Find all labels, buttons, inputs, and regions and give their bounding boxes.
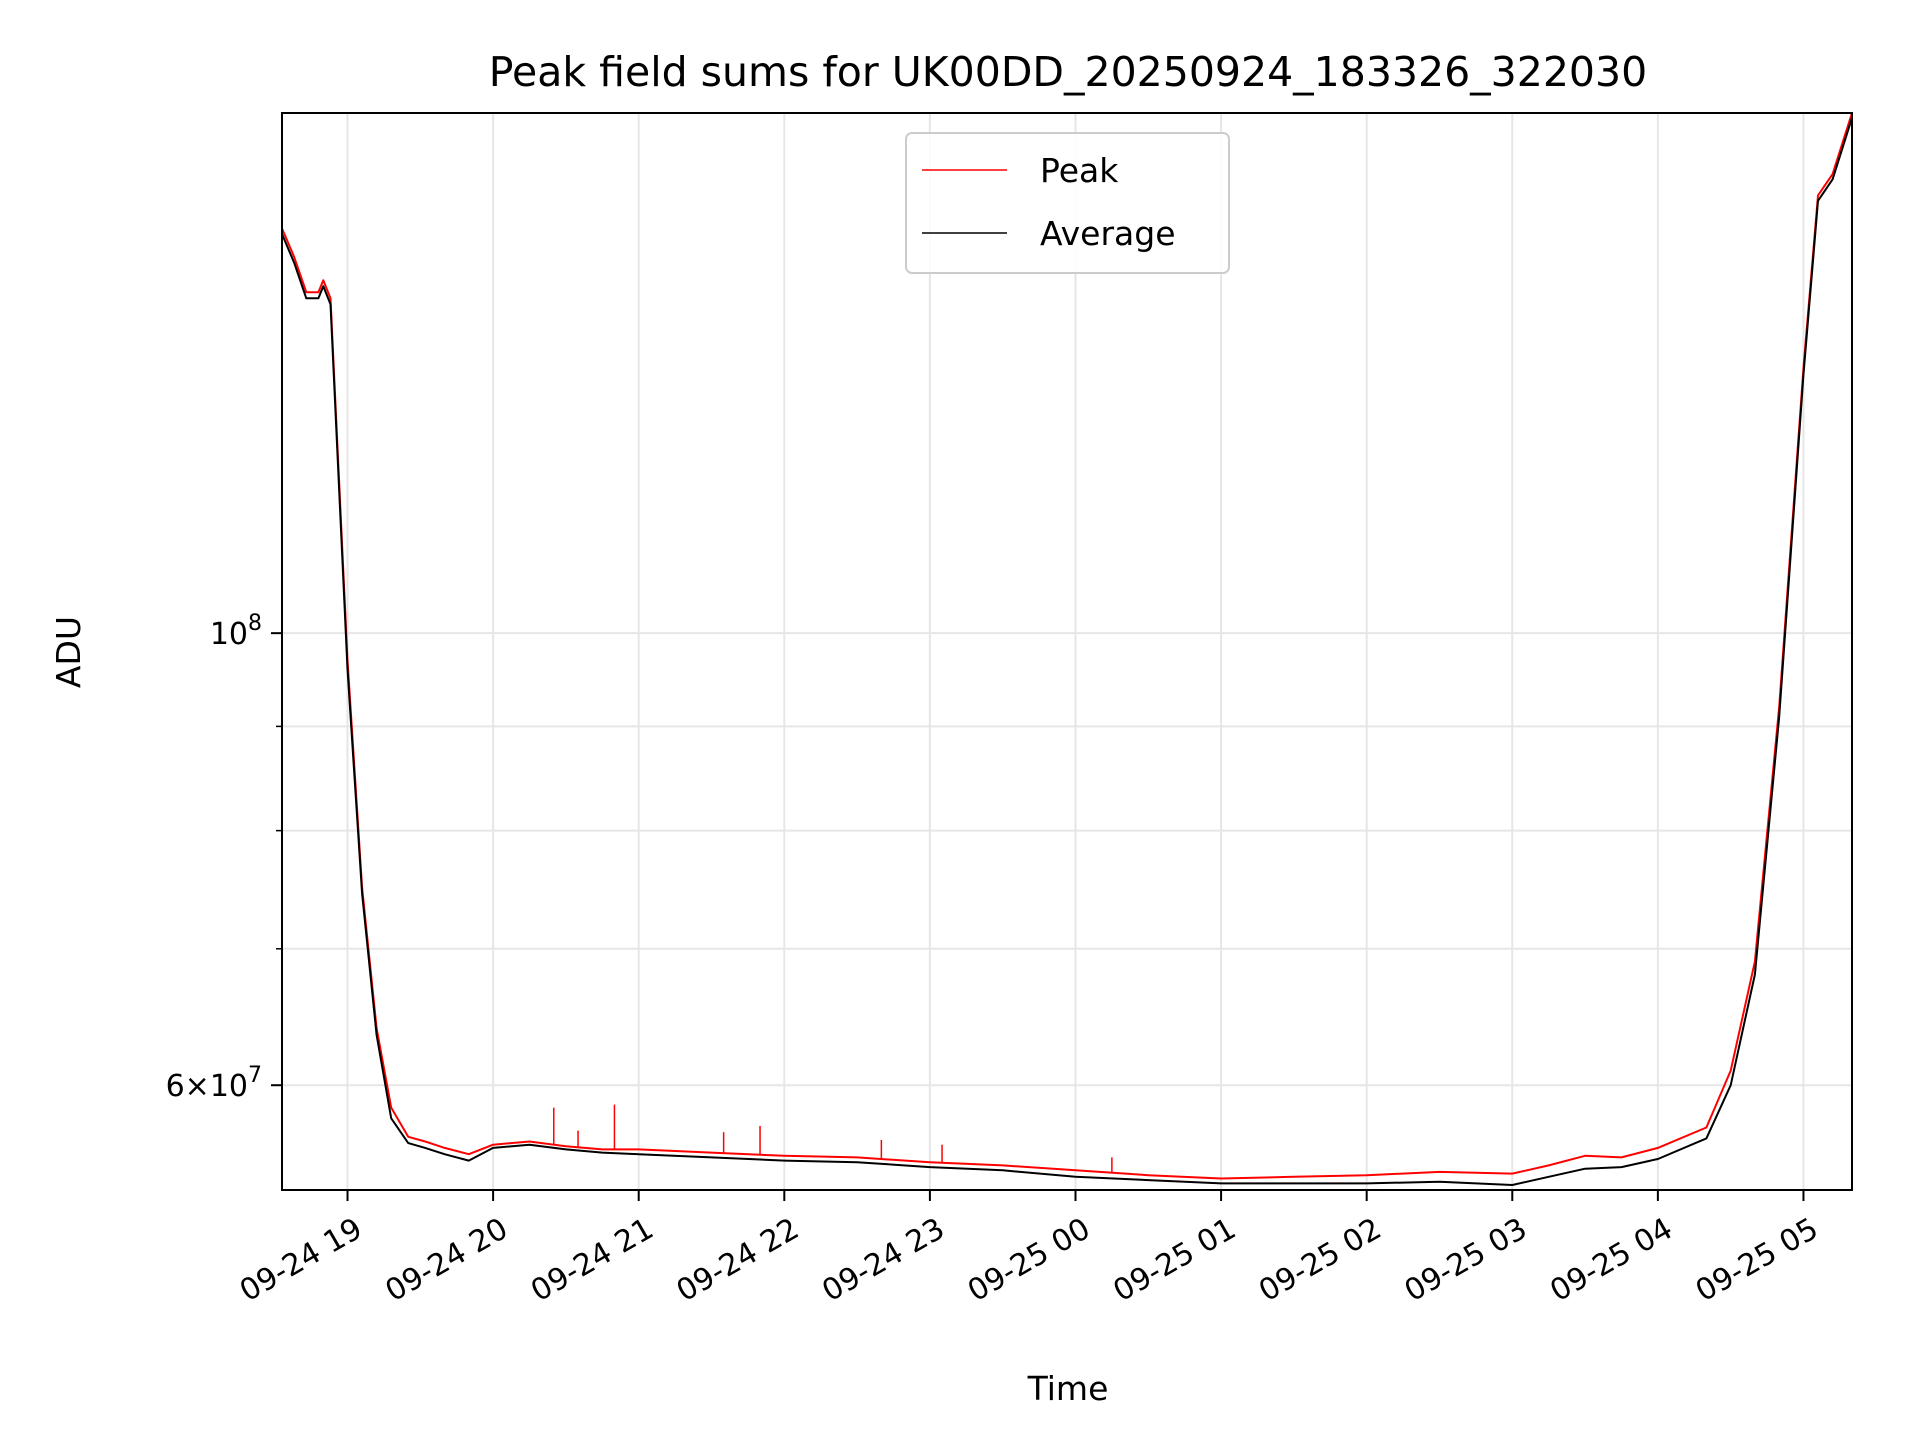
y-axis-label: ADU bbox=[49, 616, 88, 688]
legend: Peak Average bbox=[905, 132, 1230, 274]
legend-label-peak: Peak bbox=[1040, 151, 1119, 190]
legend-box bbox=[905, 132, 1230, 274]
chart-title: Peak field sums for UK00DD_20250924_1833… bbox=[489, 48, 1647, 96]
y-tick-label: 6×107 bbox=[166, 1063, 262, 1104]
series-line-average bbox=[281, 117, 1853, 1186]
y-ticks: 108 6×107 bbox=[166, 611, 282, 1104]
series-layer bbox=[281, 112, 1853, 1186]
y-tick-label: 108 bbox=[210, 611, 262, 652]
plot-frame bbox=[281, 112, 1853, 1191]
legend-label-average: Average bbox=[1040, 214, 1176, 253]
grid bbox=[282, 113, 1852, 1190]
x-axis-label: Time bbox=[1027, 1369, 1109, 1408]
